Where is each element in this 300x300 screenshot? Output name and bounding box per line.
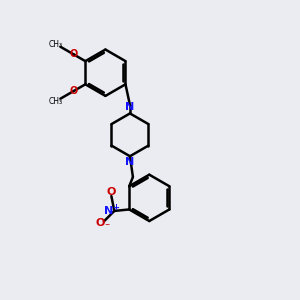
Text: O: O xyxy=(107,187,116,196)
Text: CH₃: CH₃ xyxy=(49,40,63,49)
Text: O: O xyxy=(96,218,105,228)
Text: N: N xyxy=(125,102,135,112)
Text: ⁻: ⁻ xyxy=(104,222,110,232)
Text: CH₃: CH₃ xyxy=(49,97,63,106)
Text: +: + xyxy=(112,202,119,211)
Text: O: O xyxy=(69,86,78,96)
Text: O: O xyxy=(69,49,78,59)
Text: N: N xyxy=(103,206,113,216)
Text: N: N xyxy=(125,158,135,167)
